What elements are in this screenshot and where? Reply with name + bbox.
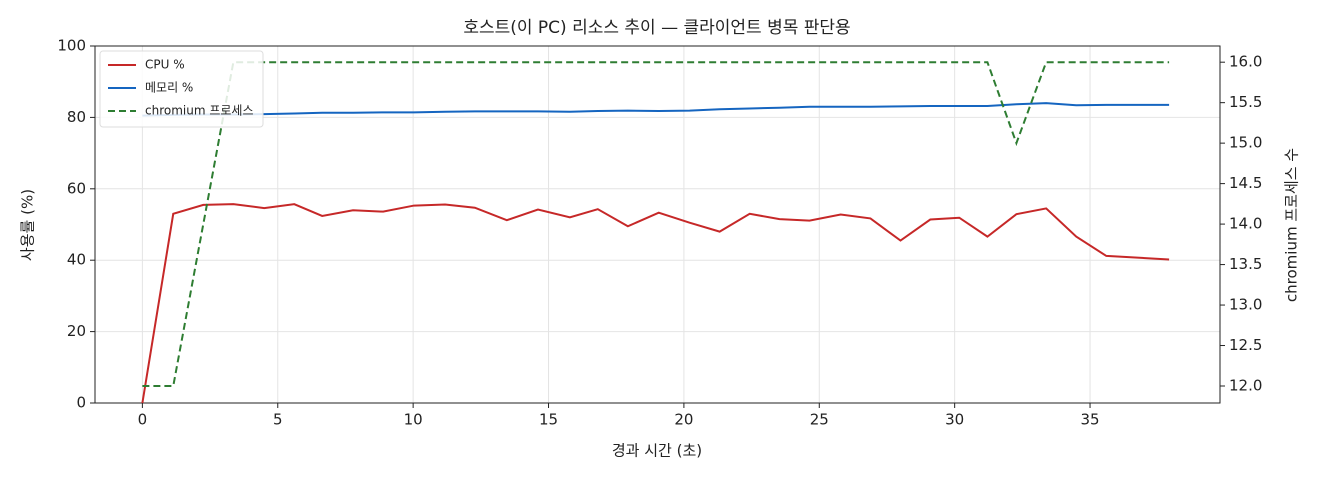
y2-tick-label: 15.5 — [1229, 93, 1262, 111]
legend-label: chromium 프로세스 — [145, 104, 254, 118]
y2-tick-label: 13.5 — [1229, 255, 1262, 273]
y2-tick-label: 13.0 — [1229, 296, 1262, 314]
x-tick-label: 5 — [273, 411, 283, 429]
series-line — [142, 102, 1170, 117]
y-tick-label: 40 — [67, 251, 86, 269]
y-tick-label: 100 — [57, 37, 86, 55]
legend-label: 메모리 % — [145, 81, 193, 95]
y2-tick-label: 14.0 — [1229, 215, 1262, 233]
chart-title: 호스트(이 PC) 리소스 추이 — 클라이언트 병목 판단용 — [463, 18, 850, 38]
x-axis-label: 경과 시간 (초) — [612, 442, 702, 460]
series-line — [141, 203, 1170, 404]
y2-axis-label: chromium 프로세스 수 — [1283, 148, 1301, 302]
x-tick-label: 10 — [404, 411, 423, 429]
plot-frame — [94, 45, 1221, 404]
y-tick-label: 0 — [76, 394, 86, 412]
y-tick-label: 80 — [67, 108, 86, 126]
y2-tick-label: 14.5 — [1229, 174, 1262, 192]
y-tick-label: 20 — [67, 322, 86, 340]
x-tick-label: 20 — [674, 411, 693, 429]
y2-tick-label: 16.0 — [1229, 53, 1262, 71]
legend-label: CPU % — [145, 58, 185, 72]
x-tick-label: 35 — [1080, 411, 1099, 429]
y2-tick-label: 12.5 — [1229, 336, 1262, 354]
x-tick-label: 25 — [810, 411, 829, 429]
x-tick-label: 15 — [539, 411, 558, 429]
x-tick-label: 0 — [138, 411, 148, 429]
legend: CPU % 메모리 % chromium 프로세스 — [99, 50, 264, 128]
y2-tick-label: 15.0 — [1229, 134, 1262, 152]
series-line — [142, 61, 1170, 387]
y-axis-label: 사용률 (%) — [19, 189, 37, 261]
legend-box — [99, 50, 264, 128]
y2-tick-label: 12.0 — [1229, 377, 1262, 395]
y-tick-label: 60 — [67, 179, 86, 197]
x-tick-label: 30 — [945, 411, 964, 429]
